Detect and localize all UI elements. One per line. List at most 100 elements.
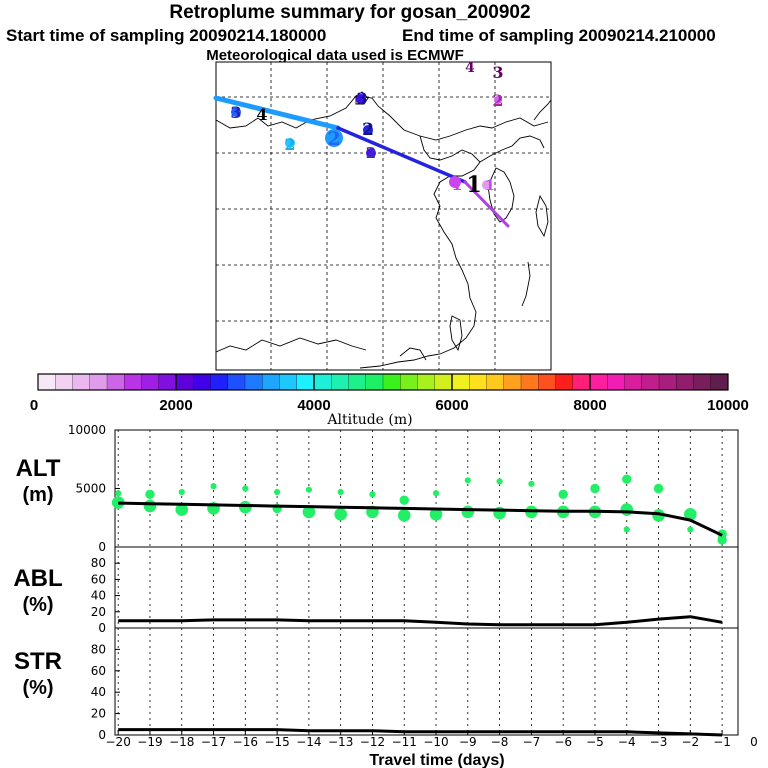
scatter-point: [337, 488, 344, 496]
colorbar-cell: [607, 373, 625, 391]
plume-dot: [356, 94, 366, 104]
colorbar-cell: [624, 373, 643, 391]
scatter-point: [305, 486, 312, 493]
scatter-point: [111, 496, 125, 509]
x-tick-label: −15: [264, 735, 289, 749]
colorbar-cell: [572, 373, 591, 391]
y-tick-label: 40: [91, 685, 106, 699]
scatter-point: [145, 489, 155, 500]
chart-title: Retroplume summary for gosan_200902: [169, 2, 531, 23]
scatter-point: [175, 503, 189, 516]
scatter-point: [496, 478, 503, 485]
colorbar-cell: [451, 373, 470, 391]
x-tick-label: −5: [586, 735, 604, 749]
colorbar-cell: [417, 373, 436, 391]
colorbar-cell: [469, 373, 487, 391]
alt-unit: (m): [22, 484, 53, 506]
met-data-label: Meteorological data used is ECMWF: [206, 47, 464, 64]
y-tick-label: 40: [91, 589, 106, 603]
colorbar-cell: [279, 373, 298, 391]
colorbar-cell: [175, 373, 194, 391]
map-number-label: 2: [327, 128, 340, 150]
plume-dot: [285, 138, 295, 148]
colorbar-cell: [227, 373, 246, 391]
scatter-point: [178, 488, 185, 496]
series-line: [118, 615, 723, 627]
scatter-point: [274, 488, 281, 496]
x-tick-label: −13: [328, 735, 353, 749]
abl-label: ABL: [13, 565, 62, 592]
map-number-label: 2: [492, 91, 503, 110]
map-number-label: 3: [492, 63, 503, 82]
colorbar-cell: [434, 373, 453, 391]
y-tick-label: 80: [91, 642, 106, 656]
abl-panel: [118, 615, 723, 627]
alt-label: ALT: [16, 455, 61, 482]
str-label: STR: [14, 648, 62, 675]
colorbar-tick-label: 2000: [159, 397, 192, 414]
altitude-colorbar: 0 2000 4000 6000 8000 10000 Altitude (m): [30, 373, 749, 428]
colorbar-cell: [520, 373, 539, 391]
colorbar-cell: [313, 373, 332, 391]
colorbar-label: Altitude (m): [326, 412, 412, 428]
x-tick-label: −20: [106, 735, 131, 749]
colorbar-cell: [538, 373, 556, 391]
colorbar-cell: [676, 373, 694, 391]
colorbar-tick-label: 8000: [573, 397, 606, 414]
x-tick-label: −17: [201, 735, 226, 749]
y-tick-label: 80: [91, 556, 106, 570]
y-tick-label: 60: [91, 572, 106, 586]
x-tick-label: −10: [423, 735, 448, 749]
track-segment-pink: [463, 180, 510, 228]
map-number-label: 1: [485, 178, 495, 194]
plume-tracks: [213, 95, 510, 228]
scatter-point: [684, 507, 697, 521]
scatter-point: [302, 505, 316, 519]
colorbar-cell: [693, 373, 712, 391]
series-line: [118, 728, 723, 737]
colorbar-cell: [348, 373, 367, 391]
colorbar-cell: [555, 373, 574, 391]
colorbar-cell: [89, 373, 108, 391]
colorbar-cell: [365, 373, 384, 391]
colorbar-cell: [141, 373, 160, 391]
y-tick-label: 0: [98, 540, 106, 554]
scatter-point: [687, 526, 694, 533]
colorbar-cell: [193, 373, 211, 391]
map-number-labels: 4 33 23 42 2 221 1 1: [230, 60, 503, 198]
map-number-label: 2: [366, 144, 376, 162]
scatter-point: [464, 477, 471, 484]
x-tick-label: −12: [360, 735, 385, 749]
y-tick-label: 5000: [75, 482, 106, 496]
colorbar-tick-label: 6000: [435, 397, 468, 414]
x-tick-label: −6: [554, 735, 572, 749]
str-unit: (%): [22, 677, 53, 699]
scatter-point: [115, 490, 122, 497]
map-gridlines: [216, 62, 551, 370]
scatter-point: [397, 509, 411, 522]
series-line: [118, 501, 723, 537]
map-number-label: 3: [230, 103, 241, 122]
y-tick-label: 20: [91, 707, 106, 721]
colorbar-cell: [55, 373, 73, 391]
x-axis-label: Travel time (days): [369, 752, 504, 768]
colorbar-tick-label: 10000: [707, 397, 749, 414]
plume-dot: [363, 125, 373, 135]
colorbar-cell: [72, 373, 91, 391]
str-panel: [118, 728, 723, 737]
y-tick-label: 20: [91, 605, 106, 619]
plume-dot: [449, 176, 461, 188]
plume-dot: [482, 180, 492, 190]
colorbar-cell: [400, 373, 418, 391]
colorbar-cell: [589, 373, 608, 391]
x-tick-label: −18: [169, 735, 194, 749]
colorbar-cell: [331, 373, 349, 391]
x-tick-label: −1: [713, 735, 731, 749]
colorbar-tick-label: 4000: [297, 397, 330, 414]
scatter-point: [622, 474, 632, 484]
colorbar-cell: [641, 373, 660, 391]
scatter-point: [528, 480, 535, 487]
colorbar-cell: [262, 373, 280, 391]
scatter-point: [143, 499, 157, 513]
